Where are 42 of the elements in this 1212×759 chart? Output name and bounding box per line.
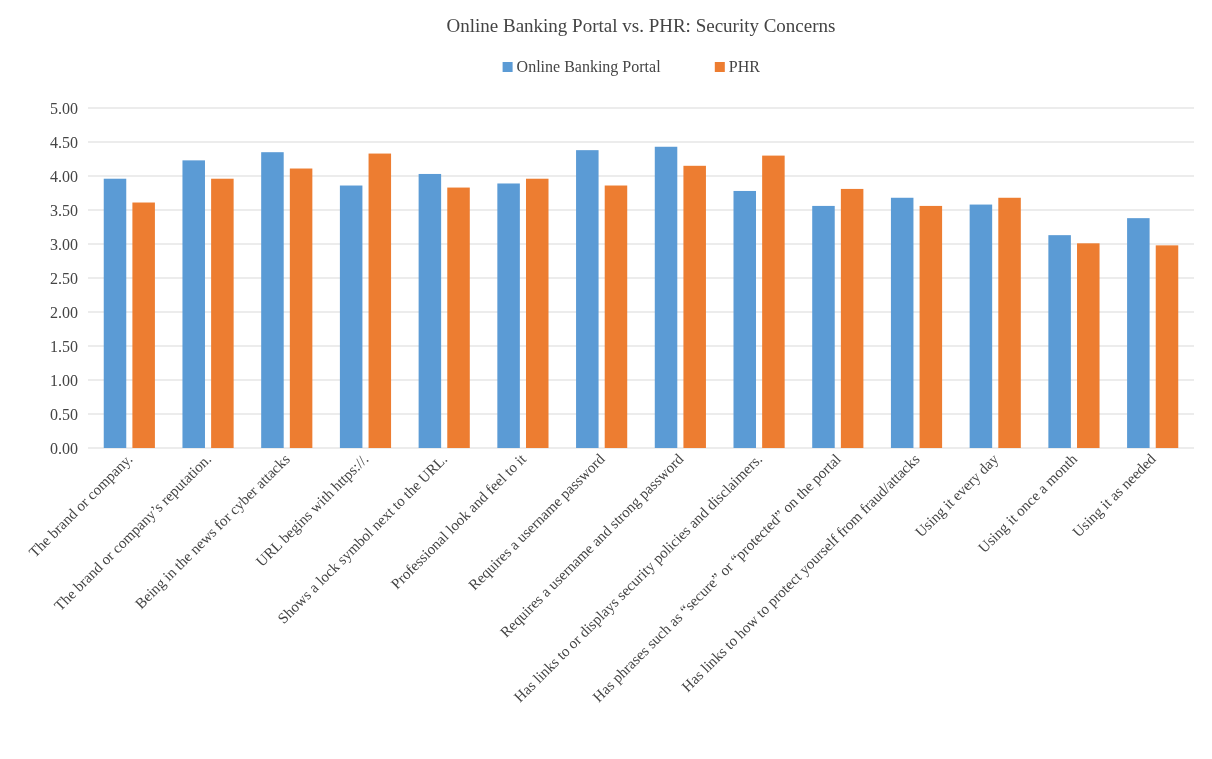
bar — [1127, 218, 1150, 448]
bar — [604, 185, 628, 448]
y-tick-label: 3.50 — [50, 201, 78, 219]
bar — [812, 205, 835, 448]
bar — [1048, 235, 1071, 448]
bar — [132, 202, 155, 448]
bar — [182, 160, 205, 448]
bar — [576, 150, 599, 448]
y-tick-label: 3.00 — [50, 235, 78, 253]
bar — [289, 168, 313, 448]
bar — [418, 173, 442, 448]
bar — [762, 155, 785, 448]
bar — [525, 178, 549, 448]
bar — [919, 205, 943, 448]
bar — [890, 197, 914, 448]
bar — [683, 165, 706, 448]
chart-title: Online Banking Portal vs. PHR: Security Concerns — [446, 15, 836, 36]
legend-label: PHR — [728, 58, 761, 75]
bar — [447, 187, 470, 448]
bar — [261, 152, 284, 448]
bar — [1155, 245, 1179, 448]
y-tick-label: 1.50 — [50, 337, 78, 355]
y-tick-label: 4.00 — [50, 167, 78, 185]
bar — [368, 153, 392, 448]
bar — [733, 190, 757, 448]
bar — [840, 188, 864, 448]
y-tick-label: 5.00 — [50, 99, 78, 117]
y-tick-label: 1.00 — [50, 371, 78, 389]
bar — [211, 178, 234, 448]
y-tick-label: 2.00 — [50, 303, 78, 321]
y-tick-label: 0.00 — [50, 439, 78, 457]
bar — [497, 183, 520, 448]
bar — [1077, 243, 1100, 448]
bar — [654, 146, 678, 448]
bar — [103, 178, 127, 448]
bar — [339, 185, 363, 448]
y-tick-label: 2.50 — [50, 269, 78, 287]
bar — [969, 204, 993, 448]
y-tick-label: 0.50 — [50, 405, 78, 423]
legend-label: Online Banking Portal — [516, 58, 662, 76]
bar — [998, 197, 1021, 448]
y-tick-label: 4.50 — [50, 133, 78, 151]
